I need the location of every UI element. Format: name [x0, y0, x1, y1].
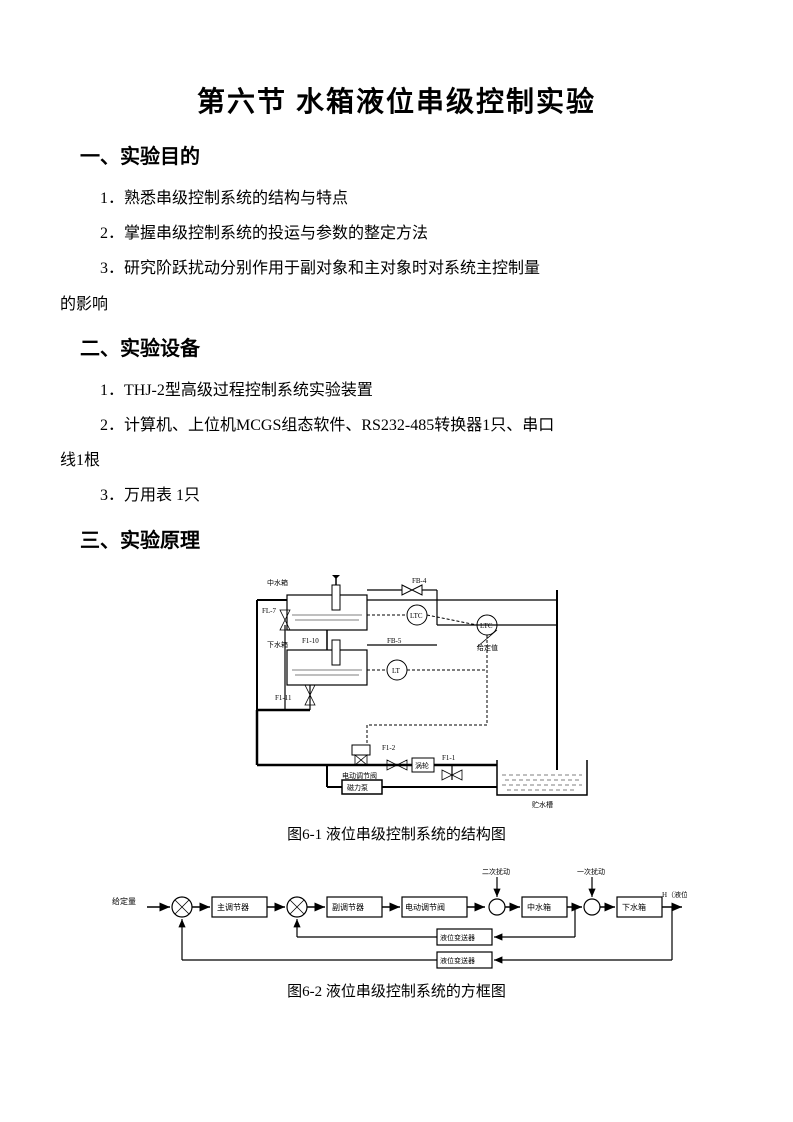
f2-label-disturb1: 一次扰动 — [577, 867, 605, 876]
figure-2-container: 给定量 主调节器 副调节器 电动调节阀 二次扰动 中水箱 — [60, 862, 733, 972]
section-2-heading: 二、实验设备 — [80, 332, 733, 361]
f2-label-setpoint: 给定量 — [112, 896, 136, 906]
s1-item-3: 3．研究阶跃扰动分别作用于副对象和主对象时对系统主控制量 — [100, 251, 733, 286]
figure-1-diagram: 中水箱 FB-4 FL-7 下水箱 F1-10 FB-5 LTC — [187, 565, 607, 815]
f1-label-tankbottom: 贮水槽 — [532, 800, 553, 809]
f1-label-fb5: FB-5 — [387, 637, 402, 645]
s1-item-1: 1．熟悉串级控制系统的结构与特点 — [100, 181, 733, 216]
page-title: 第六节 水箱液位串级控制实验 — [60, 80, 733, 120]
figure-2-caption: 图6-2 液位串级控制系统的方框图 — [60, 980, 733, 1001]
f1-label-fl11: F1-11 — [275, 694, 292, 702]
s1-item-3b: 的影响 — [60, 287, 733, 322]
f2-label-valve: 电动调节阀 — [405, 902, 445, 912]
f1-label-flow: 涡轮 — [415, 761, 429, 770]
figure-1-caption: 图6-1 液位串级控制系统的结构图 — [60, 823, 733, 844]
f1-label-fl2: F1-2 — [382, 744, 396, 752]
section-1-heading: 一、实验目的 — [80, 140, 733, 169]
f1-label-fl7: FL-7 — [262, 607, 277, 615]
f2-label-sensor1: 液位变送器 — [440, 933, 475, 942]
s1-item-2: 2．掌握串级控制系统的投运与参数的整定方法 — [100, 216, 733, 251]
f1-label-fl1: F1-1 — [442, 754, 456, 762]
f2-label-tank2: 下水箱 — [622, 902, 646, 912]
f1-label-fb4: FB-4 — [412, 577, 427, 585]
f1-label-lt: LT — [392, 667, 401, 675]
f1-label-ltc2: LTC — [480, 622, 493, 630]
f2-label-mainctrl: 主调节器 — [217, 902, 249, 912]
figure-1-container: 中水箱 FB-4 FL-7 下水箱 F1-10 FB-5 LTC — [60, 565, 733, 815]
section-3-heading: 三、实验原理 — [80, 524, 733, 553]
f2-label-subctrl: 副调节器 — [332, 903, 364, 912]
f1-label-ltc: LTC — [410, 612, 423, 620]
f2-label-output: H（液位） — [662, 890, 687, 899]
f2-label-disturb2: 二次扰动 — [482, 867, 510, 876]
f1-label-pump: 磁力泵 — [347, 783, 368, 792]
figure-2-diagram: 给定量 主调节器 副调节器 电动调节阀 二次扰动 中水箱 — [107, 862, 687, 972]
f1-label-motorvalve: 电动调节阀 — [342, 771, 377, 780]
s2-item-1: 1．THJ-2型高级过程控制系统实验装置 — [100, 373, 733, 408]
s2-item-3: 3．万用表 1只 — [100, 478, 733, 513]
s2-item-2b: 线1根 — [60, 443, 733, 478]
f1-label-fl10: F1-10 — [302, 637, 319, 645]
s2-item-2: 2．计算机、上位机MCGS组态软件、RS232-485转换器1只、串口 — [100, 408, 733, 443]
f1-label-tanktop: 中水箱 — [267, 578, 288, 587]
f2-label-sensor2: 液位变送器 — [440, 956, 475, 965]
f2-label-tank1: 中水箱 — [527, 902, 551, 912]
